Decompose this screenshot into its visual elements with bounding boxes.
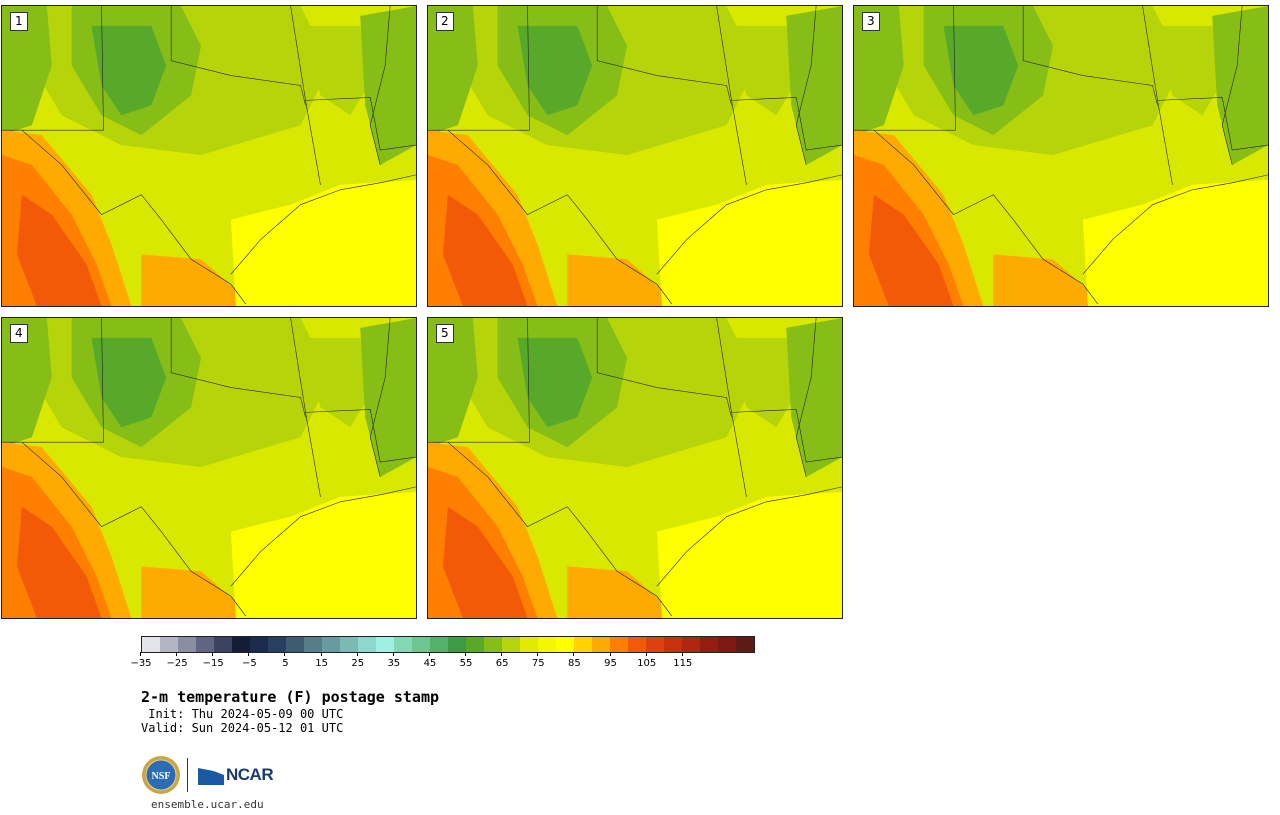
colorbar-swatch [160, 637, 178, 652]
temperature-map-4 [2, 318, 416, 618]
colorbar-swatch [736, 637, 754, 652]
colorbar-tick-label: 35 [387, 658, 401, 669]
colorbar-tick-labels: −35 −25 −15 −5 5 15 25 35 45 55 65 75 85 95 105 115 [130, 652, 755, 673]
colorbar-swatch [196, 637, 214, 652]
colorbar-swatch [268, 637, 286, 652]
colorbar-tick-label: −15 [202, 658, 224, 669]
colorbar-swatch [340, 637, 358, 652]
colorbar-swatch [556, 637, 574, 652]
colorbar-swatch [142, 637, 160, 652]
valid-time: Valid: Sun 2024-05-12 01 UTC [141, 721, 344, 735]
colorbar-tick-label: 55 [459, 658, 473, 669]
colorbar-swatch [664, 637, 682, 652]
colorbar-tick-label: 85 [568, 658, 581, 669]
colorbar-tick-label: 65 [495, 658, 509, 669]
colorbar-tick-label: 105 [637, 658, 657, 669]
temperature-map-1 [2, 6, 416, 306]
colorbar-swatch [322, 637, 340, 652]
colorbar-tick: −35 [121, 652, 161, 669]
colorbar-tick: 65 [482, 652, 522, 669]
colorbar-swatch [394, 637, 412, 652]
colorbar-tick: −15 [193, 652, 233, 669]
map-panel-2: 2 [427, 5, 843, 307]
map-panel-4: 4 [1, 317, 417, 619]
colorbar-swatch [412, 637, 430, 652]
temperature-map-2 [428, 6, 842, 306]
ncar-logo-text: NCAR [226, 765, 274, 784]
colorbar-swatch [250, 637, 268, 652]
website-text: ensemble.ucar.edu [151, 798, 264, 811]
temperature-colorbar [141, 636, 755, 653]
colorbar-tick: −5 [229, 652, 269, 669]
map-panel-3: 3 [853, 5, 1269, 307]
colorbar-swatch [628, 637, 646, 652]
temperature-map-3 [854, 6, 1268, 306]
colorbar-swatch [610, 637, 628, 652]
colorbar-tick: 55 [446, 652, 486, 669]
ncar-logo: NCAR [198, 765, 274, 785]
colorbar-tick-label: 25 [351, 658, 365, 669]
colorbar-swatch [574, 637, 592, 652]
colorbar-swatch [448, 637, 466, 652]
colorbar-tick: 85 [554, 652, 594, 669]
logo-divider [187, 758, 188, 792]
map-title: 2-m temperature (F) postage stamp [141, 688, 440, 706]
colorbar-tick-label: 15 [315, 658, 328, 669]
colorbar-swatch [502, 637, 520, 652]
panel-label-4: 4 [10, 324, 28, 343]
colorbar-tick-label: −35 [130, 658, 152, 669]
init-time: Init: Thu 2024-05-09 00 UTC [141, 707, 344, 721]
colorbar-swatch [538, 637, 556, 652]
panel-label-1: 1 [10, 12, 28, 31]
colorbar-tick: 105 [627, 652, 667, 669]
colorbar-swatch [430, 637, 448, 652]
colorbar-tick-label: 5 [282, 658, 289, 669]
temperature-map-5 [428, 318, 842, 618]
colorbar-tick: 45 [410, 652, 450, 669]
colorbar-swatch [358, 637, 376, 652]
colorbar-swatch [286, 637, 304, 652]
colorbar-tick: 15 [302, 652, 342, 669]
colorbar-swatch [178, 637, 196, 652]
colorbar-tick: 35 [374, 652, 414, 669]
colorbar-tick: 5 [265, 652, 305, 669]
colorbar-tick-label: 95 [604, 658, 617, 669]
colorbar-swatch [304, 637, 322, 652]
colorbar-tick-label: 115 [673, 658, 693, 669]
nsf-logo: NSF [142, 756, 180, 794]
panel-label-3: 3 [862, 12, 880, 31]
colorbar-tick: 95 [591, 652, 631, 669]
colorbar-swatch [520, 637, 538, 652]
colorbar-swatch [484, 637, 502, 652]
colorbar-swatch [718, 637, 736, 652]
colorbar-swatch [232, 637, 250, 652]
logo-bar: NSF NCAR [141, 756, 274, 794]
colorbar-tick: −25 [157, 652, 197, 669]
colorbar-tick-label: −5 [241, 658, 257, 669]
colorbar-swatch [376, 637, 394, 652]
nsf-logo-text: NSF [152, 771, 171, 782]
colorbar-tick-label: 75 [531, 658, 545, 669]
colorbar-swatch [592, 637, 610, 652]
colorbar-tick: 75 [518, 652, 558, 669]
ncar-mark-icon [198, 765, 224, 785]
panel-label-2: 2 [436, 12, 454, 31]
map-panel-5: 5 [427, 317, 843, 619]
colorbar-tick: 25 [338, 652, 378, 669]
colorbar-tick-label: 45 [423, 658, 437, 669]
colorbar-swatch [682, 637, 700, 652]
colorbar-swatch [646, 637, 664, 652]
colorbar-swatch [700, 637, 718, 652]
map-panel-1: 1 [1, 5, 417, 307]
colorbar-swatch [466, 637, 484, 652]
colorbar-tick-label: −25 [166, 658, 188, 669]
panel-label-5: 5 [436, 324, 454, 343]
colorbar-swatch [214, 637, 232, 652]
colorbar-tick: 115 [663, 652, 703, 669]
